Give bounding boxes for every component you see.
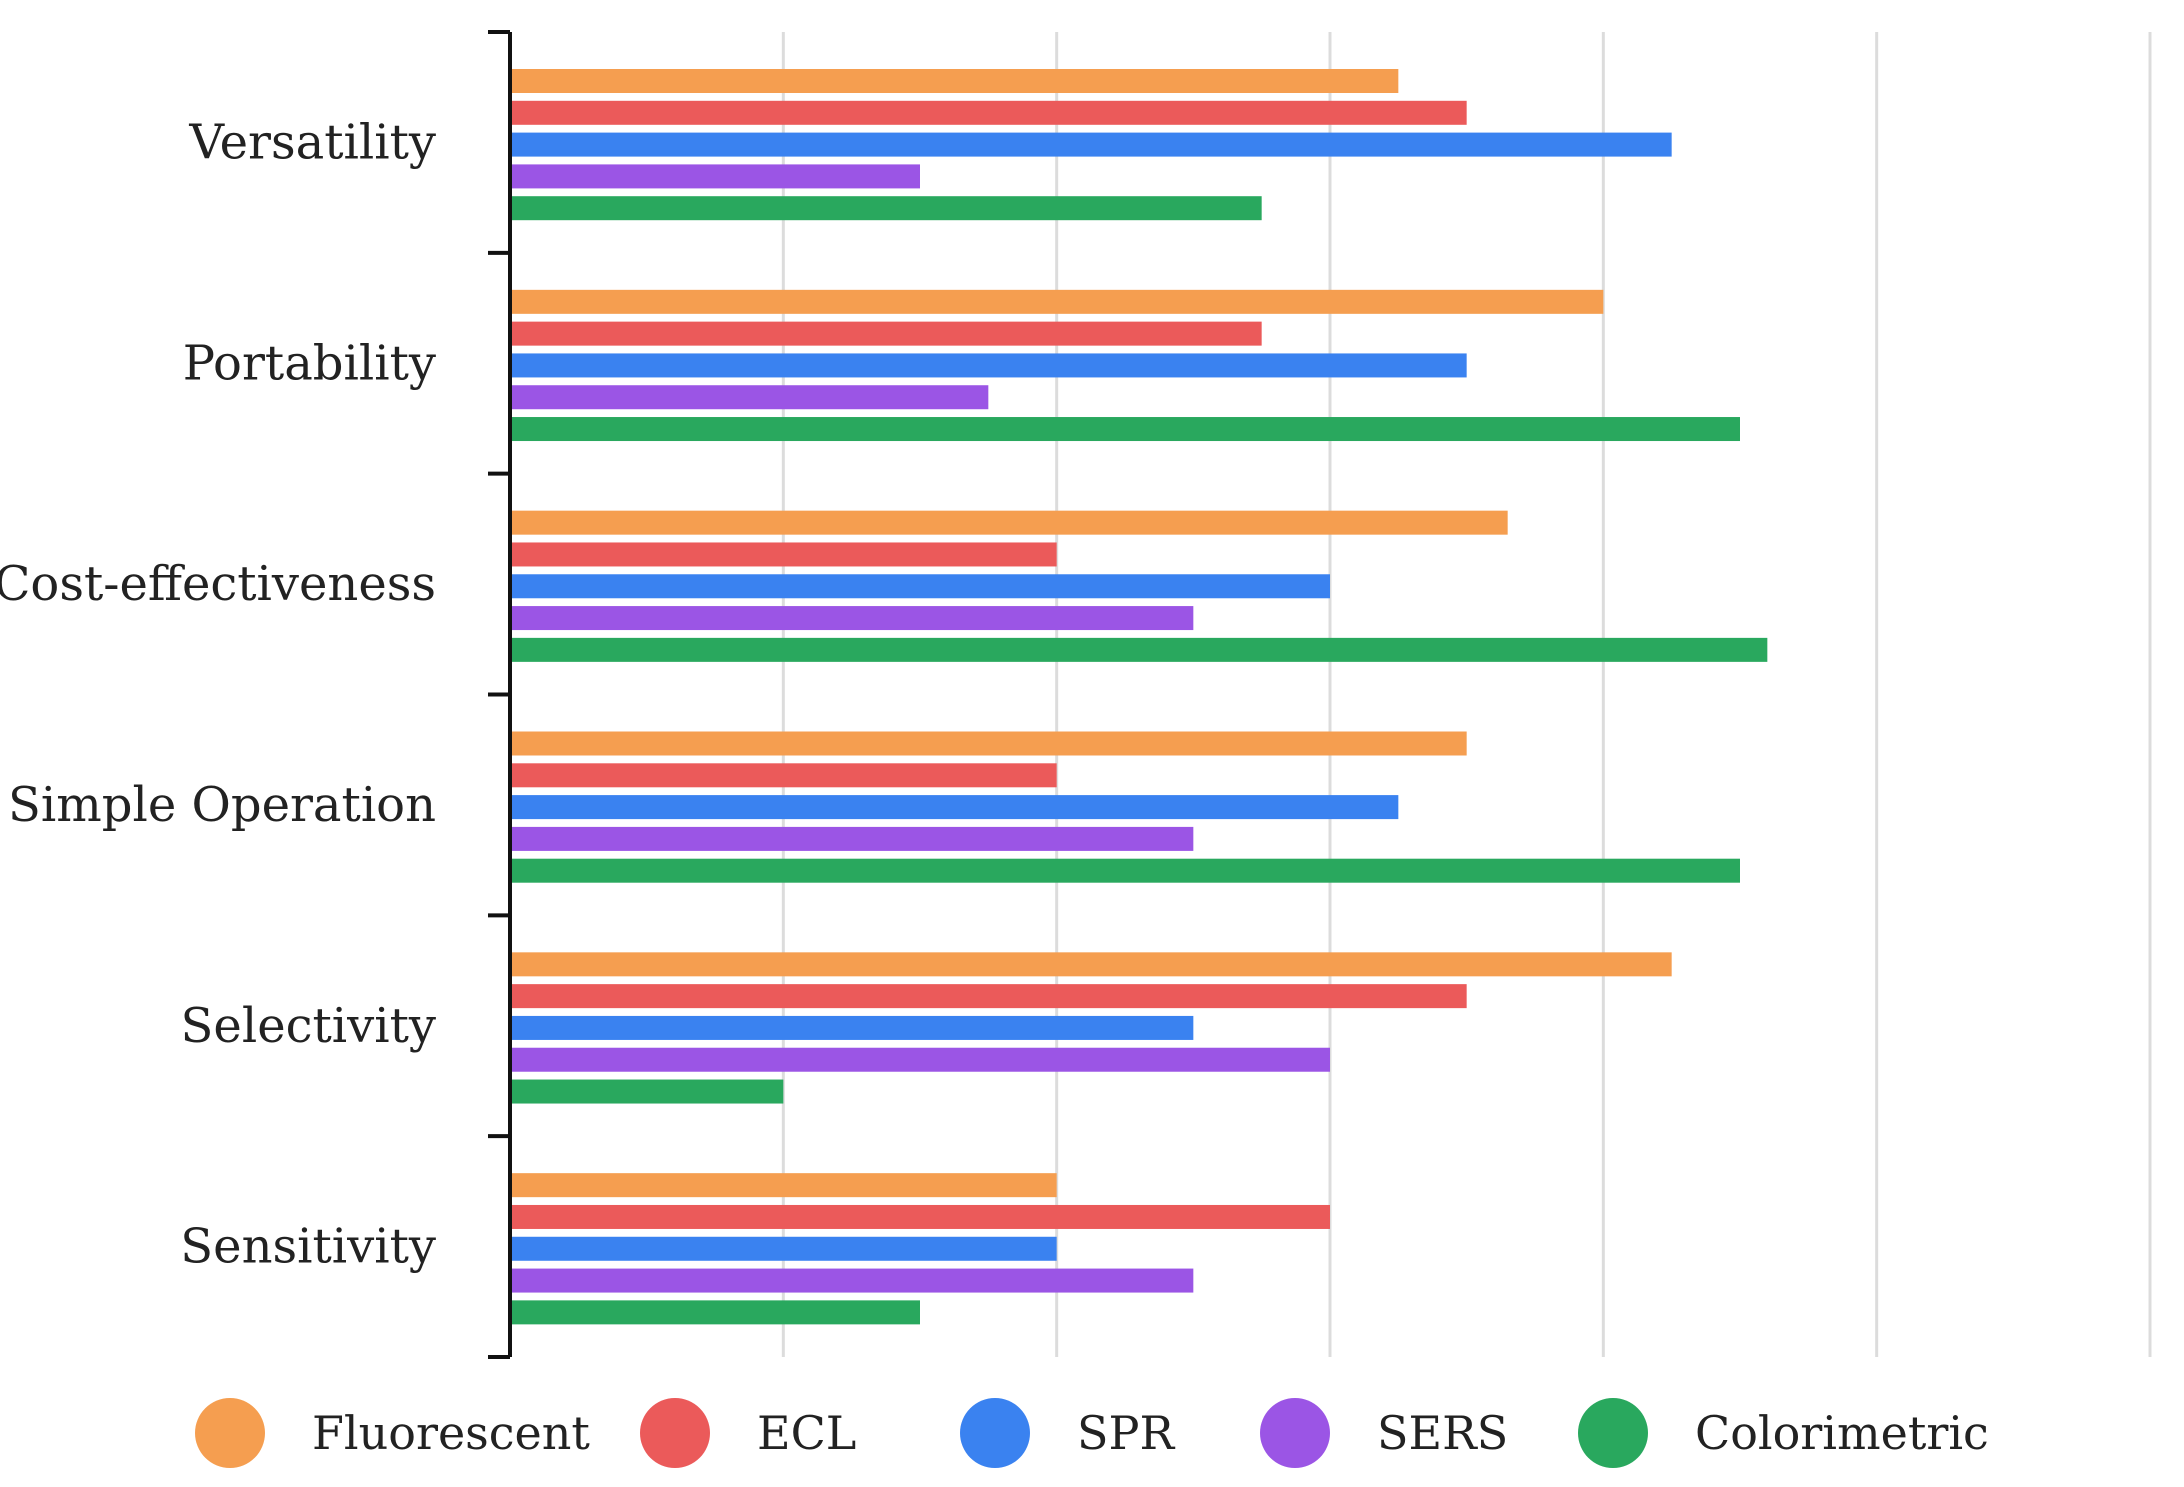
category-label: Cost-effectiveness (0, 556, 436, 612)
legend-label-spr: SPR (1077, 1406, 1175, 1460)
bar-colorimetric-cost-effectiveness (510, 637, 1768, 662)
bar-sers-portability (510, 385, 989, 410)
bar-sers-sensitivity (510, 1268, 1194, 1293)
bar-spr-portability (510, 353, 1467, 378)
category-labels: Versatility Portability Cost-effectiveness… (0, 114, 436, 1274)
bar-colorimetric-simple-operation (510, 858, 1740, 883)
legend-label-colorimetric: Colorimetric (1695, 1406, 1989, 1460)
category-label: Portability (183, 335, 436, 391)
bar-colorimetric-sensitivity (510, 1300, 920, 1325)
bars (510, 69, 1768, 1325)
bar-ecl-selectivity (510, 984, 1467, 1009)
category-label: Selectivity (181, 998, 436, 1054)
bar-colorimetric-portability (510, 417, 1740, 442)
category-label: Versatility (188, 114, 436, 170)
legend-marker-spr (960, 1398, 1030, 1468)
legend-marker-sers (1260, 1398, 1330, 1468)
legend-label-ecl: ECL (757, 1406, 856, 1460)
bar-fluorescent-portability (510, 289, 1604, 314)
bar-ecl-simple-operation (510, 763, 1057, 788)
bar-colorimetric-selectivity (510, 1079, 784, 1104)
bar-ecl-sensitivity (510, 1204, 1330, 1229)
legend-label-fluorescent: Fluorescent (312, 1406, 590, 1460)
bar-fluorescent-versatility (510, 69, 1399, 93)
bar-sers-versatility (510, 164, 920, 189)
legend-label-sers: SERS (1377, 1406, 1508, 1460)
bar-fluorescent-simple-operation (510, 731, 1467, 756)
bar-colorimetric-versatility (510, 196, 1262, 221)
legend-marker-colorimetric (1578, 1398, 1648, 1468)
legend-marker-fluorescent (195, 1398, 265, 1468)
category-label: Simple Operation (8, 777, 436, 833)
bar-ecl-portability (510, 321, 1262, 346)
bar-spr-versatility (510, 132, 1672, 157)
bar-ecl-cost-effectiveness (510, 542, 1057, 567)
bar-fluorescent-sensitivity (510, 1173, 1057, 1198)
bar-sers-simple-operation (510, 826, 1194, 851)
legend-marker-ecl (640, 1398, 710, 1468)
legend: Fluorescent ECL SPR SERS Colorimetric (195, 1398, 1989, 1468)
bar-spr-simple-operation (510, 795, 1399, 820)
bar-sers-selectivity (510, 1047, 1330, 1072)
bar-ecl-versatility (510, 100, 1467, 125)
bar-fluorescent-cost-effectiveness (510, 510, 1508, 535)
y-axis (488, 30, 512, 1359)
gridlines (781, 32, 2152, 1357)
bar-fluorescent-selectivity (510, 952, 1672, 977)
bar-spr-selectivity (510, 1015, 1194, 1040)
bar-spr-cost-effectiveness (510, 574, 1330, 599)
bar-spr-sensitivity (510, 1236, 1057, 1261)
category-label: Sensitivity (180, 1219, 436, 1275)
bar-sers-cost-effectiveness (510, 606, 1194, 631)
